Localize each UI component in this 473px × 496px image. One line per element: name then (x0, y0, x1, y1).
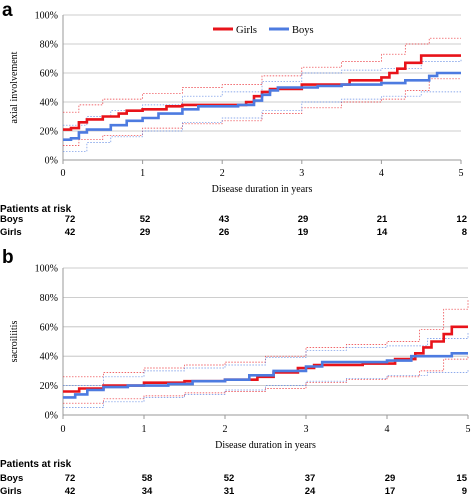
risk-count: 72 (65, 214, 76, 225)
risk-count: 52 (140, 214, 151, 225)
panel-label: b (2, 247, 14, 268)
risk-count: 24 (305, 486, 316, 496)
y-tick-label: 100% (35, 11, 58, 22)
risk-row-label: Girls (0, 227, 22, 238)
panel-label: a (2, 0, 13, 21)
series-group (63, 300, 469, 408)
risk-count: 17 (385, 486, 396, 496)
risk-count: 15 (456, 473, 467, 484)
x-tick-label: 1 (140, 168, 145, 179)
x-tick-label: 5 (459, 168, 464, 179)
risk-count: 29 (385, 473, 396, 484)
x-tick-label: 4 (379, 168, 384, 179)
x-axis-label: Disease duration in years (215, 440, 316, 451)
risk-count: 58 (142, 473, 153, 484)
y-tick-label: 40% (40, 98, 58, 109)
y-tick-label: 0% (45, 411, 58, 422)
risk-count: 42 (65, 227, 76, 238)
risk-count: 29 (140, 227, 151, 238)
risk-count: 43 (219, 214, 230, 225)
risk-count: 14 (377, 227, 388, 238)
x-tick-label: 2 (220, 168, 225, 179)
risk-count: 31 (224, 486, 235, 496)
survival-curve-girls (63, 54, 461, 131)
survival-curve-boys (63, 71, 461, 141)
ci-upper-girls (63, 37, 461, 113)
ci-lower-girls (63, 78, 461, 146)
y-tick-label: 100% (35, 264, 58, 275)
y-tick-label: 80% (40, 293, 58, 304)
y-tick-label: 40% (40, 352, 58, 363)
ci-upper-boys (63, 332, 469, 386)
x-tick-label: 4 (385, 424, 390, 435)
risk-count: 37 (305, 473, 316, 484)
x-tick-label: 3 (299, 168, 304, 179)
ci-lower-boys (63, 369, 469, 408)
risk-count: 21 (377, 214, 388, 225)
risk-count: 12 (456, 214, 467, 225)
x-tick-label: 2 (223, 424, 228, 435)
risk-table-title: Patients at risk (0, 459, 72, 470)
legend-label-girls: Girls (236, 25, 257, 36)
y-tick-label: 0% (45, 156, 58, 167)
risk-count: 26 (219, 227, 230, 238)
x-tick-label: 0 (61, 424, 66, 435)
y-axis-label: sacroiliitis (9, 321, 20, 363)
y-tick-label: 20% (40, 381, 58, 392)
y-tick-label: 60% (40, 322, 58, 333)
x-tick-label: 1 (142, 424, 147, 435)
ci-lower-girls (63, 356, 469, 404)
y-tick-label: 80% (40, 40, 58, 51)
series-group (63, 37, 462, 152)
risk-count: 8 (462, 227, 467, 238)
risk-count: 72 (65, 473, 76, 484)
risk-count: 29 (298, 214, 309, 225)
risk-count: 52 (224, 473, 235, 484)
risk-count: 19 (298, 227, 309, 238)
x-axis-label: Disease duration in years (212, 184, 313, 195)
risk-count: 34 (142, 486, 153, 496)
ci-upper-girls (63, 300, 469, 378)
risk-row-label: Boys (0, 214, 23, 225)
legend-label-boys: Boys (292, 25, 314, 36)
x-tick-label: 0 (61, 168, 66, 179)
survival-curve-boys (63, 352, 468, 399)
risk-count: 42 (65, 486, 76, 496)
x-tick-label: 5 (466, 424, 471, 435)
ci-lower-boys (63, 91, 461, 152)
risk-count: 9 (462, 486, 467, 496)
risk-row-label: Girls (0, 486, 22, 496)
y-axis-label: axial involvement (9, 51, 20, 123)
y-tick-label: 60% (40, 69, 58, 80)
risk-table-title: Patients at risk (0, 204, 72, 215)
y-tick-label: 20% (40, 127, 58, 138)
risk-row-label: Boys (0, 473, 23, 484)
x-tick-label: 3 (304, 424, 309, 435)
